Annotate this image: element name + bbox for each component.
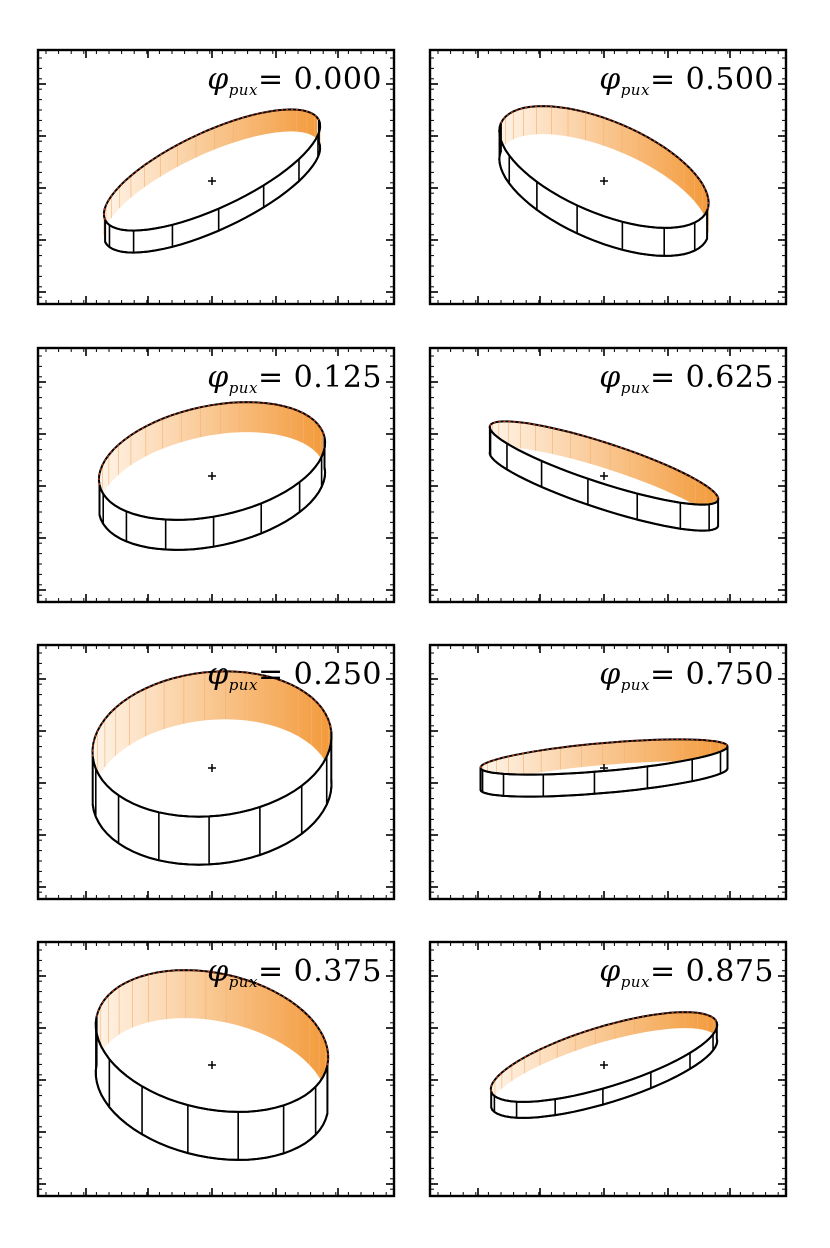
plot-frame — [36, 643, 396, 901]
phase-panel-p0375: φpux= 0.375 — [36, 940, 396, 1198]
phase-value: = 0.375 — [257, 954, 382, 989]
ring-bottom-rim — [479, 767, 729, 798]
phase-label: φpux= 0.125 — [207, 360, 382, 397]
ring-bottom-rim — [104, 141, 322, 254]
phi-symbol: φ — [207, 954, 229, 989]
panel-plot-p0125 — [36, 346, 396, 604]
phase-panel-p0875: φpux= 0.875 — [428, 940, 788, 1198]
plot-frame — [36, 48, 396, 306]
phase-value: = 0.750 — [649, 657, 774, 692]
plot-frame — [36, 346, 396, 604]
ring-bottom-rim — [488, 451, 719, 532]
phi-symbol: φ — [207, 360, 229, 395]
phi-subscript: pux — [620, 973, 650, 991]
phi-subscript: pux — [620, 81, 650, 99]
phi-symbol: φ — [599, 360, 621, 395]
phase-value: = 0.000 — [257, 62, 382, 97]
ring-bottom-rim — [98, 466, 327, 551]
phase-panel-p0000: φpux= 0.000 — [36, 48, 396, 306]
ring-front-band — [91, 731, 333, 866]
phase-label: φpux= 0.375 — [207, 954, 382, 991]
phase-panel-p0125: φpux= 0.125 — [36, 346, 396, 604]
phase-label: φpux= 0.625 — [599, 360, 774, 397]
phi-subscript: pux — [228, 81, 258, 99]
phase-label: φpux= 0.875 — [599, 954, 774, 991]
phase-value: = 0.500 — [649, 62, 774, 97]
panel-plot-p0750 — [428, 643, 788, 901]
phase-label: φpux= 0.250 — [207, 657, 382, 694]
phi-subscript: pux — [620, 379, 650, 397]
panel-plot-p0875 — [428, 940, 788, 1198]
phase-label: φpux= 0.750 — [599, 657, 774, 694]
phi-subscript: pux — [228, 973, 258, 991]
plot-frame — [36, 940, 396, 1198]
phi-subscript: pux — [228, 379, 258, 397]
phi-symbol: φ — [599, 657, 621, 692]
phase-value: = 0.125 — [257, 360, 382, 395]
phase-value: = 0.875 — [649, 954, 774, 989]
phase-value: = 0.250 — [257, 657, 382, 692]
ring-bottom-rim — [498, 150, 708, 257]
phase-label: φpux= 0.500 — [599, 62, 774, 99]
panel-plot-p0000 — [36, 48, 396, 306]
plot-frame — [428, 643, 788, 901]
phase-panel-p0625: φpux= 0.625 — [428, 346, 788, 604]
phi-symbol: φ — [207, 657, 229, 692]
phi-subscript: pux — [620, 676, 650, 694]
phase-panel-p0250: φpux= 0.250 — [36, 643, 396, 901]
panel-plot-p0375 — [36, 940, 396, 1198]
phase-panel-p0500: φpux= 0.500 — [428, 48, 788, 306]
phi-subscript: pux — [228, 676, 258, 694]
plot-frame — [428, 346, 788, 604]
ring-bottom-rim — [91, 779, 333, 866]
ring-bottom-rim — [490, 1038, 719, 1119]
phase-label: φpux= 0.000 — [207, 62, 382, 99]
panel-plot-p0250 — [36, 643, 396, 901]
phi-symbol: φ — [599, 62, 621, 97]
panel-plot-p0625 — [428, 346, 788, 604]
panel-plot-p0500 — [428, 48, 788, 306]
phi-symbol: φ — [599, 954, 621, 989]
phi-symbol: φ — [207, 62, 229, 97]
phase-value: = 0.625 — [649, 360, 774, 395]
plot-frame — [428, 940, 788, 1198]
phase-panel-p0750: φpux= 0.750 — [428, 643, 788, 901]
plot-frame — [428, 48, 788, 306]
ring-bottom-rim — [94, 1064, 329, 1161]
